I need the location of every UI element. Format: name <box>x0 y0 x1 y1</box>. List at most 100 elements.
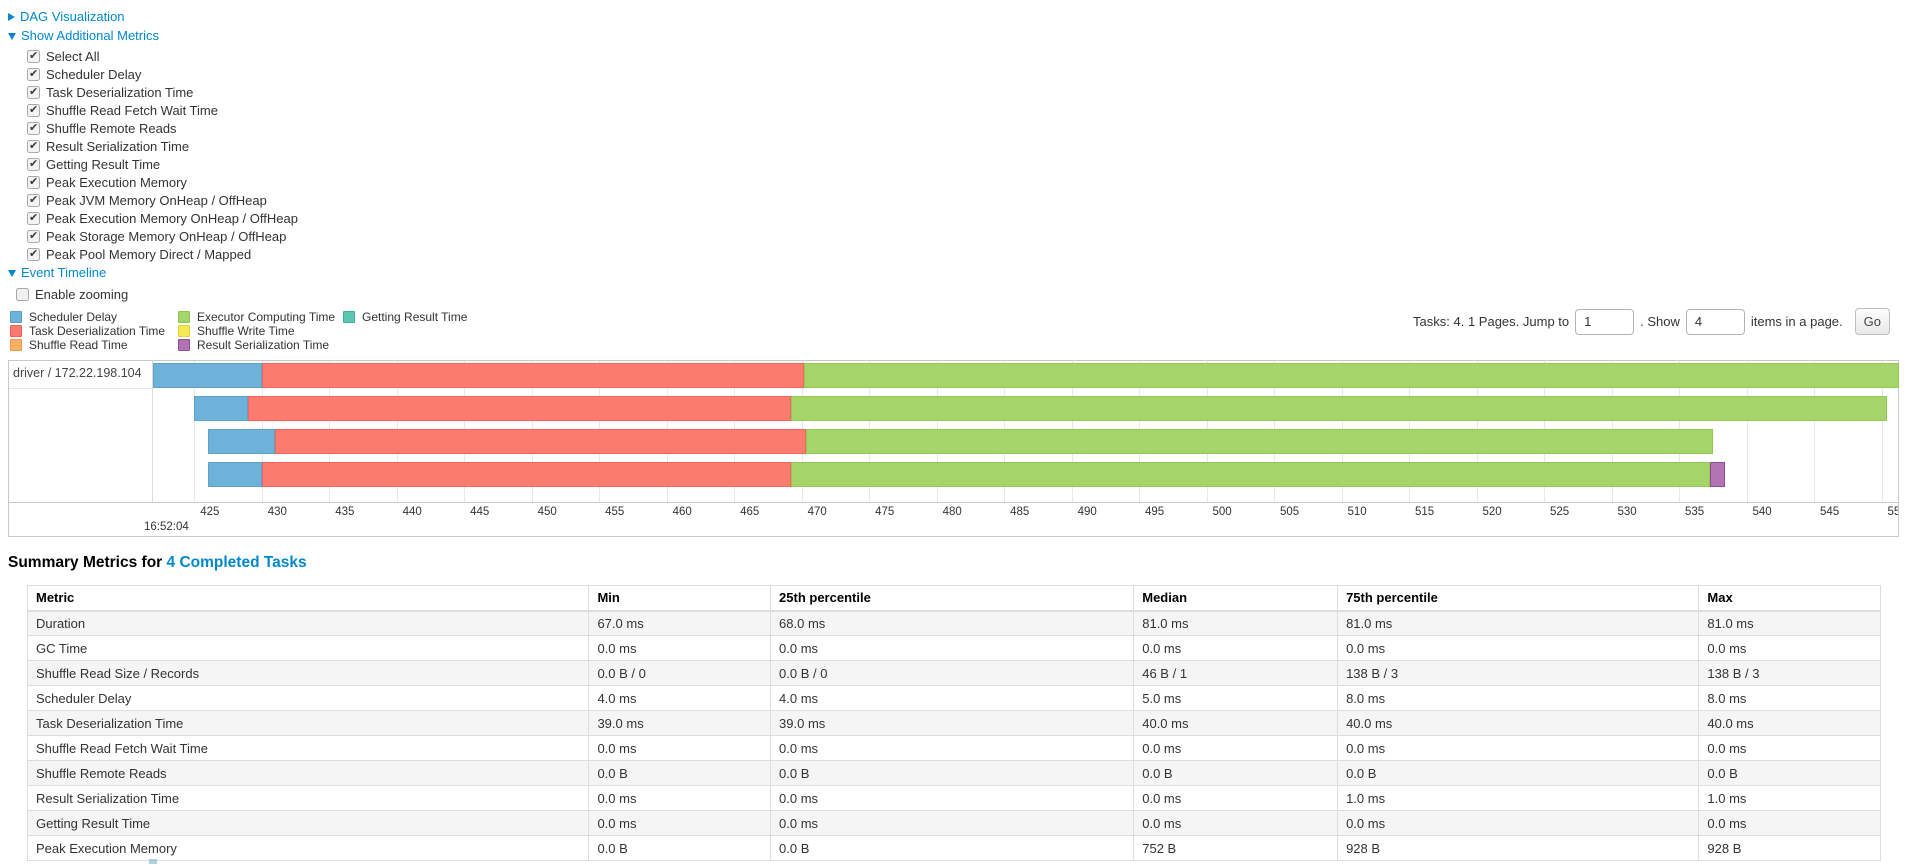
metric-checkbox-label[interactable]: Peak Execution Memory <box>46 174 187 190</box>
axis-tick-label: 435 <box>335 506 355 518</box>
timeline-task-segment-task-deserialization[interactable] <box>261 462 791 487</box>
timeline-task-segment-executor-computing[interactable] <box>790 462 1710 487</box>
dag-visualization-toggle[interactable]: DAG Visualization <box>8 7 125 26</box>
event-timeline-label: Event Timeline <box>21 265 107 280</box>
axis-tick-label: 525 <box>1550 506 1570 518</box>
axis-gridline <box>1746 361 1748 502</box>
metric-checkbox-label[interactable]: Peak JVM Memory OnHeap / OffHeap <box>46 192 267 208</box>
summary-metrics-table: Metric Min 25th percentile Median 75th perce… <box>26 585 1881 861</box>
timeline-task-segment-task-deserialization[interactable] <box>261 363 805 388</box>
summary-column-header: 75th percentile <box>1337 585 1700 612</box>
summary-value-cell: 81.0 ms <box>1337 610 1700 636</box>
summary-value-cell: 0.0 B <box>1133 760 1339 786</box>
pagination-prefix-text: Tasks: 4. 1 Pages. Jump to <box>1413 314 1570 329</box>
axis-tick-label: 450 <box>537 506 557 518</box>
summary-value-cell: 4.0 ms <box>588 685 772 711</box>
enable-zooming-row: Enable zooming <box>16 285 1907 303</box>
metric-checkbox[interactable] <box>27 229 40 243</box>
axis-tick-label: 505 <box>1280 506 1300 518</box>
metric-checkbox[interactable] <box>27 247 40 261</box>
timeline-task-segment-scheduler-delay[interactable] <box>207 462 262 487</box>
metric-checkbox[interactable] <box>27 157 40 171</box>
legend-swatch <box>10 339 22 351</box>
metric-checkbox-label[interactable]: Peak Storage Memory OnHeap / OffHeap <box>46 228 287 244</box>
metric-checkbox-row: Select All <box>27 47 1907 65</box>
axis-tick-label: 455 <box>605 506 625 518</box>
summary-table-row: Shuffle Read Size / Records 0.0 B / 0 0.0 … <box>26 660 1881 686</box>
summary-value-cell: 40.0 ms <box>1337 710 1700 736</box>
legend-item: Executor Computing Time <box>178 310 335 324</box>
summary-value-cell: 0.0 ms <box>1698 735 1881 761</box>
timeline-task-segment-executor-computing[interactable] <box>805 429 1713 454</box>
metric-checkbox-label[interactable]: Shuffle Read Fetch Wait Time <box>46 102 218 118</box>
timeline-task-segment-scheduler-delay[interactable] <box>194 396 249 421</box>
summary-metric-name-cell: Shuffle Read Fetch Wait Time <box>26 735 590 761</box>
summary-value-cell: 5.0 ms <box>1133 685 1339 711</box>
timeline-plot <box>153 361 1899 502</box>
summary-value-cell: 0.0 B / 0 <box>588 660 772 686</box>
metric-checkbox[interactable] <box>27 175 40 189</box>
enable-zooming-label: Enable zooming <box>35 286 129 302</box>
timeline-task-segment-executor-computing[interactable] <box>804 363 1899 388</box>
summary-value-cell: 0.0 ms <box>1337 810 1700 836</box>
completed-tasks-link[interactable]: 4 Completed Tasks <box>166 554 307 571</box>
summary-value-cell: 39.0 ms <box>588 710 772 736</box>
metric-checkbox-label[interactable]: Peak Execution Memory OnHeap / OffHeap <box>46 210 298 226</box>
summary-value-cell: 8.0 ms <box>1337 685 1700 711</box>
show-additional-metrics-toggle[interactable]: Show Additional Metrics <box>8 26 159 45</box>
metric-checkbox-label[interactable]: Scheduler Delay <box>46 66 142 82</box>
summary-value-cell: 0.0 B <box>770 835 1135 861</box>
axis-tick-label: 510 <box>1347 506 1367 518</box>
legend-label: Shuffle Write Time <box>197 324 295 338</box>
timeline-task-segment-scheduler-delay[interactable] <box>207 429 276 454</box>
summary-value-cell: 81.0 ms <box>1133 610 1339 636</box>
legend-swatch <box>10 325 22 337</box>
legend-item: Getting Result Time <box>343 310 467 324</box>
timeline-task-segment-result-serialization[interactable] <box>1710 462 1725 487</box>
timeline-task-segment-executor-computing[interactable] <box>790 396 1887 421</box>
timeline-task-segment-scheduler-delay[interactable] <box>153 363 262 388</box>
metric-checkbox-label[interactable]: Result Serialization Time <box>46 138 190 154</box>
metric-checkbox-label[interactable]: Select All <box>46 48 100 64</box>
enable-zooming-checkbox[interactable] <box>16 287 29 301</box>
event-timeline-toggle[interactable]: Event Timeline <box>8 263 106 282</box>
metric-checkbox[interactable] <box>27 103 40 117</box>
summary-table-row: Duration 67.0 ms 68.0 ms 81.0 ms 81.0 ms 81.0… <box>26 610 1881 636</box>
metric-checkbox[interactable] <box>27 67 40 81</box>
axis-tick-label: 535 <box>1685 506 1705 518</box>
jump-to-page-input[interactable] <box>1575 308 1635 335</box>
legend-item: Scheduler Delay <box>10 310 165 324</box>
timeline-task-segment-task-deserialization[interactable] <box>248 396 791 421</box>
summary-metric-name-cell: Result Serialization Time <box>26 785 590 811</box>
axis-tick-label: 445 <box>470 506 490 518</box>
summary-value-cell: 8.0 ms <box>1698 685 1881 711</box>
metric-checkbox-label[interactable]: Task Deserialization Time <box>46 84 194 100</box>
timeline-group-label: driver / 172.22.198.104 <box>9 361 152 389</box>
go-button[interactable]: Go <box>1854 308 1890 335</box>
summary-table-row: GC Time 0.0 ms 0.0 ms 0.0 ms 0.0 ms 0.0 ms <box>26 635 1881 661</box>
axis-tick-label: 545 <box>1820 506 1840 518</box>
metric-checkbox[interactable] <box>27 49 40 63</box>
metric-checkbox-row: Peak Pool Memory Direct / Mapped <box>27 245 1907 263</box>
metric-checkbox[interactable] <box>27 193 40 207</box>
summary-value-cell: 0.0 ms <box>1133 735 1339 761</box>
timeline-task-segment-task-deserialization[interactable] <box>275 429 806 454</box>
summary-value-cell: 0.0 ms <box>588 810 772 836</box>
metric-checkbox-label[interactable]: Getting Result Time <box>46 156 161 172</box>
summary-value-cell: 138 B / 3 <box>1337 660 1700 686</box>
items-per-page-input[interactable] <box>1685 308 1745 335</box>
summary-value-cell: 0.0 B <box>1698 760 1881 786</box>
metric-checkbox[interactable] <box>27 139 40 153</box>
axis-tick-label: 495 <box>1145 506 1165 518</box>
metric-checkbox[interactable] <box>27 211 40 225</box>
metric-checkbox-row: Scheduler Delay <box>27 65 1907 83</box>
metric-checkbox[interactable] <box>27 85 40 99</box>
metric-checkbox[interactable] <box>27 121 40 135</box>
metric-checkbox-label[interactable]: Peak Pool Memory Direct / Mapped <box>46 246 252 262</box>
axis-tick-label: 530 <box>1617 506 1637 518</box>
metric-checkbox-label[interactable]: Shuffle Remote Reads <box>46 120 177 136</box>
axis-tick-label: 470 <box>807 506 827 518</box>
axis-tick-label: 475 <box>875 506 895 518</box>
timeline-legend-band: Scheduler Delay Task Deserialization Time… <box>0 308 1907 360</box>
summary-value-cell: 0.0 ms <box>588 785 772 811</box>
